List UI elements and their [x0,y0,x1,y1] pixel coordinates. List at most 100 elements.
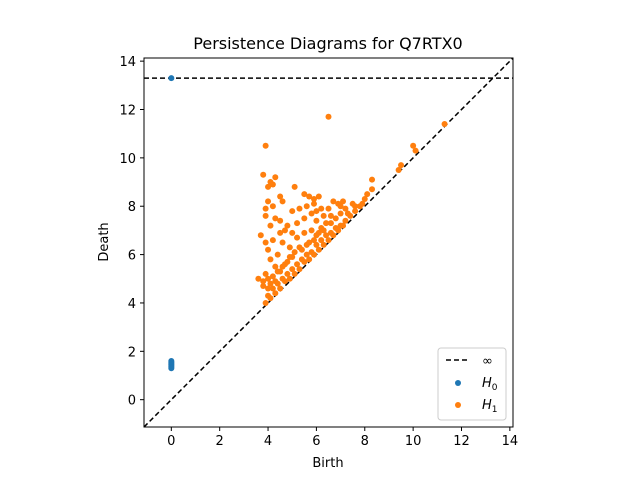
point-h1 [279,198,286,205]
y-tick-label: 12 [119,104,136,119]
point-h1 [410,142,417,149]
point-h1 [277,217,284,224]
point-h1 [301,229,308,236]
point-h1 [315,193,322,200]
point-h1 [286,244,293,251]
point-h1 [291,270,298,277]
point-h1 [289,229,296,236]
point-h1 [289,266,296,273]
point-h1 [306,239,313,246]
point-h1 [330,232,337,239]
point-h1 [301,215,308,222]
x-axis: 0 2 4 6 8 10 12 14 [167,427,518,449]
point-h1 [398,162,405,169]
point-h1 [313,208,320,215]
x-axis-label: Birth [312,456,343,471]
point-h1 [306,256,313,263]
point-h1 [342,205,349,212]
legend: ∞ H0 H1 [437,347,507,421]
point-h1 [269,237,276,244]
point-h1 [310,195,317,202]
point-h1 [352,203,359,210]
point-h1 [286,275,293,282]
point-h1 [262,270,269,277]
point-h1 [269,285,276,292]
y-tick-label: 8 [128,200,136,215]
x-tick-label: 6 [312,434,320,449]
point-h1 [313,241,320,248]
point-h1 [294,261,301,268]
y-axis-label: Death [97,222,112,261]
point-h1 [325,237,332,244]
x-tick-label: 0 [167,434,175,449]
point-h1 [260,283,267,290]
point-h1 [265,198,272,205]
point-h1 [260,278,267,285]
point-h1 [265,183,272,190]
point-h1 [262,205,269,212]
y-tick-label: 14 [119,55,136,70]
point-h1 [257,232,264,239]
point-h1 [298,246,305,253]
point-h1 [262,142,269,149]
point-h1 [337,210,344,217]
point-h1 [281,278,288,285]
point-h1 [279,263,286,270]
point-h1 [301,258,308,265]
point-h1 [359,200,366,207]
point-h1 [337,203,344,210]
point-h1 [294,220,301,227]
point-h1 [320,227,327,234]
point-h1 [325,113,332,120]
point-h1 [267,295,274,302]
data-layer [143,57,514,428]
point-h1 [320,241,327,248]
point-h1 [313,217,320,224]
x-tick-label: 12 [453,434,470,449]
series-h0 [168,75,175,372]
point-h1 [369,176,376,183]
y-tick-label: 4 [128,297,136,312]
point-h1 [262,299,269,306]
point-h1 [269,181,276,188]
point-h1 [262,239,269,246]
point-h1 [342,217,349,224]
legend-marker-h1 [455,402,461,408]
y-axis: 0 2 4 6 8 10 12 14 [119,55,144,409]
point-h1 [272,278,279,285]
point-h1 [344,210,351,217]
point-h1 [265,275,272,282]
point-h1 [296,266,303,273]
point-h0 [168,75,175,82]
point-h1 [308,227,315,234]
point-h1 [352,208,359,215]
point-h1 [291,249,298,256]
point-h1 [310,251,317,258]
point-h1 [323,220,330,227]
point-h1 [412,147,419,154]
point-h1 [277,229,284,236]
point-h1 [274,268,281,275]
point-h1 [441,121,448,128]
point-h1 [291,183,298,190]
point-h1 [269,273,276,280]
x-tick-label: 8 [361,434,369,449]
point-h1 [327,212,334,219]
point-h1 [272,263,279,270]
point-h1 [281,227,288,234]
point-h1 [323,232,330,239]
legend-label-infinity: ∞ [482,354,493,369]
plot-frame [143,57,514,428]
point-h1 [279,239,286,246]
point-h1 [274,251,281,258]
point-h1 [255,275,262,282]
point-h1 [303,251,310,258]
point-h1 [315,246,322,253]
point-h1 [327,220,334,227]
point-h1 [289,208,296,215]
point-h1 [265,246,272,253]
series-h1 [255,113,448,306]
x-tick-label: 10 [405,434,422,449]
point-h1 [296,205,303,212]
point-h1 [318,237,325,244]
